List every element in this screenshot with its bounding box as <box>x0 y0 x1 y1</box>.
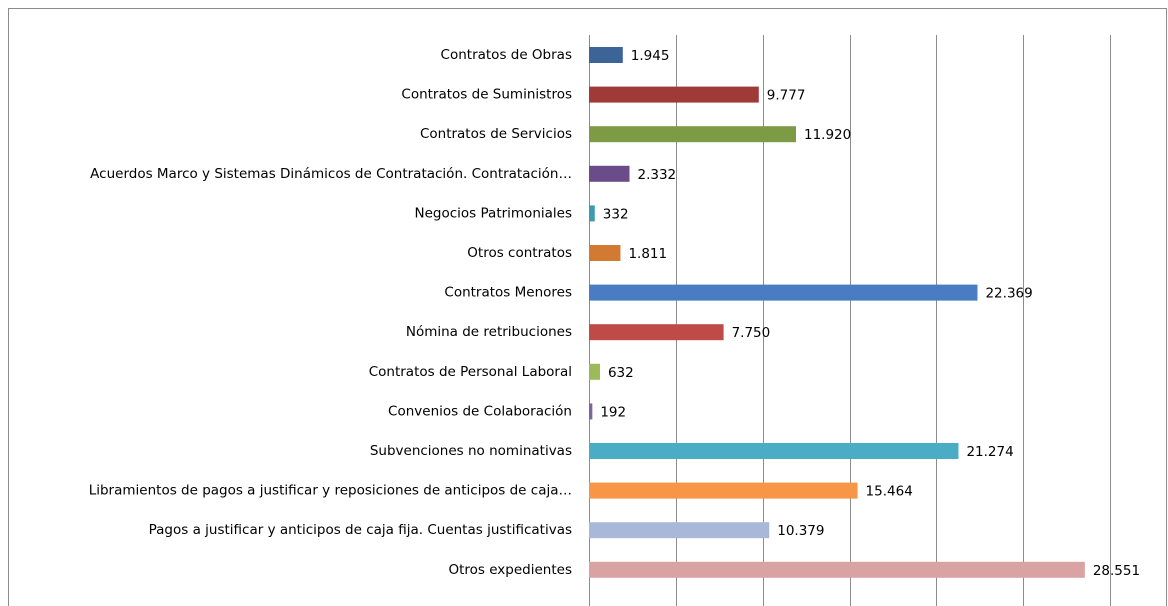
bar <box>589 363 600 380</box>
category-label: Acuerdos Marco y Sistemas Dinámicos de C… <box>90 166 572 182</box>
category-label: Otros expedientes <box>448 562 572 578</box>
value-label: 10.379 <box>777 523 824 539</box>
category-label: Convenios de Colaboración <box>388 403 572 419</box>
category-label: Subvenciones no nominativas <box>370 443 572 459</box>
value-label: 192 <box>600 404 626 420</box>
category-label: Nómina de retribuciones <box>406 324 572 340</box>
bar <box>589 443 959 459</box>
value-label: 22.369 <box>985 286 1032 302</box>
value-label: 15.464 <box>866 484 913 500</box>
value-label: 1.945 <box>631 48 670 64</box>
category-label: Contratos de Personal Laboral <box>369 364 572 380</box>
category-label: Contratos de Servicios <box>420 126 572 142</box>
bar <box>589 403 593 420</box>
category-label: Otros contratos <box>467 245 572 261</box>
category-label: Pagos a justificar y anticipos de caja f… <box>149 522 572 538</box>
bar <box>589 245 621 261</box>
chart-frame <box>8 8 1167 606</box>
value-label: 332 <box>603 206 629 222</box>
bar <box>589 205 595 222</box>
bar <box>589 522 770 539</box>
bar <box>589 284 978 301</box>
category-label: Contratos de Suministros <box>401 87 572 103</box>
bar <box>589 47 623 63</box>
category-label: Libramientos de pagos a justificar y rep… <box>89 483 572 499</box>
value-label: 632 <box>608 365 634 381</box>
value-label: 11.920 <box>804 127 851 143</box>
category-label: Contratos Menores <box>444 285 572 301</box>
category-label: Negocios Patrimoniales <box>415 205 572 221</box>
bar <box>589 482 858 499</box>
value-label: 9.777 <box>767 88 806 104</box>
bar <box>589 165 630 182</box>
bar <box>589 561 1085 578</box>
bar <box>589 126 797 143</box>
value-label: 28.551 <box>1093 563 1140 579</box>
value-label: 21.274 <box>966 444 1013 460</box>
value-label: 1.811 <box>628 246 667 262</box>
category-label: Contratos de Obras <box>441 47 572 63</box>
bar <box>589 86 759 103</box>
value-label: 7.750 <box>732 325 771 341</box>
value-label: 2.332 <box>637 167 676 183</box>
bar <box>589 324 724 341</box>
